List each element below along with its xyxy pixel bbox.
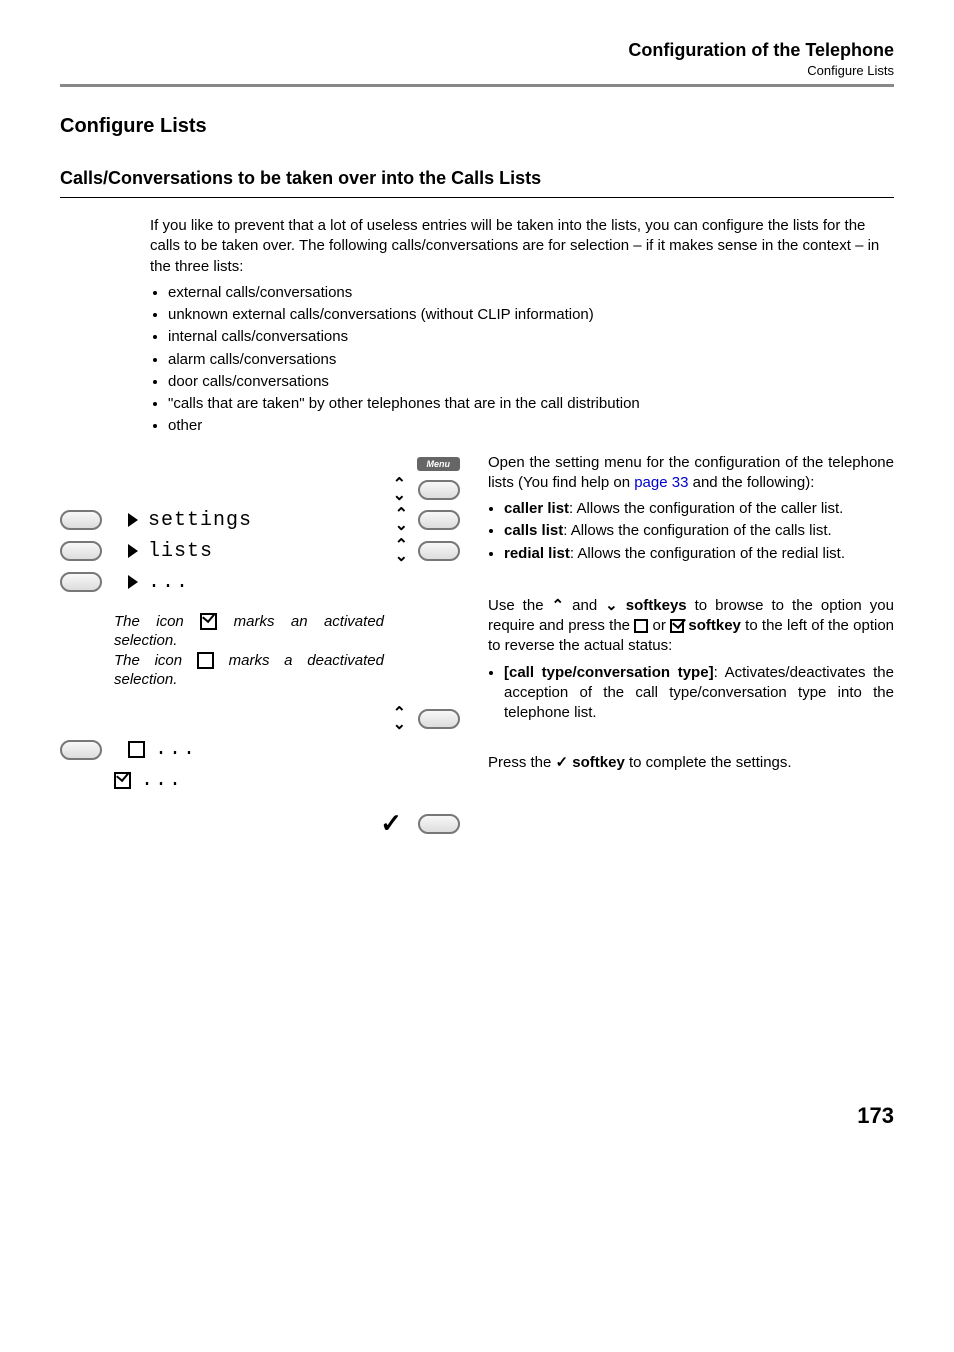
instruction-paragraph: Use the ⌃ and ⌄ softkeys to browse to th…	[488, 596, 894, 657]
empty-box-icon	[197, 652, 214, 669]
page-number: 173	[60, 1103, 894, 1129]
icon-note: The icon marks an activated selection. T…	[114, 612, 384, 690]
page-header-subtitle: Configure Lists	[60, 63, 894, 78]
intro-paragraph: If you like to prevent that a lot of use…	[150, 216, 894, 277]
list-item: unknown external calls/conversations (wi…	[168, 305, 894, 325]
option-placeholder: ...	[141, 769, 183, 792]
up-down-icon: ⌃⌄	[395, 540, 408, 562]
pointer-icon	[128, 513, 138, 527]
softkey-button[interactable]	[418, 709, 460, 729]
softkey-button[interactable]	[60, 510, 102, 530]
menu-item-settings: settings	[148, 509, 385, 532]
list-item: door calls/conversations	[168, 372, 894, 392]
instruction-paragraph: Open the setting menu for the configurat…	[488, 453, 894, 494]
option-placeholder: ...	[155, 738, 197, 761]
menu-badge: Menu	[417, 457, 461, 471]
softkey-button[interactable]	[60, 740, 102, 760]
list-item: other	[168, 416, 894, 436]
checked-box-icon	[114, 772, 131, 789]
up-down-icon: ⌃⌄	[395, 509, 408, 531]
pointer-icon	[128, 575, 138, 589]
up-down-icon: ⌃⌄	[393, 708, 406, 730]
page-link[interactable]: page 33	[634, 474, 688, 491]
softkey-button[interactable]	[60, 541, 102, 561]
page-header-title: Configuration of the Telephone	[60, 40, 894, 61]
list-item: alarm calls/conversations	[168, 350, 894, 370]
menu-item-lists: lists	[148, 540, 385, 563]
softkey-button[interactable]	[418, 541, 460, 561]
instruction-paragraph: Press the ✓ softkey to complete the sett…	[488, 753, 894, 773]
list-item: calls list: Allows the configuration of …	[504, 521, 894, 541]
softkey-button[interactable]	[418, 510, 460, 530]
list-item: internal calls/conversations	[168, 327, 894, 347]
list-config-bullets: caller list: Allows the configuration of…	[488, 499, 894, 564]
list-item: "calls that are taken" by other telephon…	[168, 394, 894, 414]
up-down-icon: ⌃⌄	[393, 479, 406, 501]
pointer-icon	[128, 544, 138, 558]
list-item: redial list: Allows the configuration of…	[504, 544, 894, 564]
action-bullets: [call type/conversation type]: Activates…	[488, 663, 894, 724]
list-item: caller list: Allows the configuration of…	[504, 499, 894, 519]
checked-box-icon	[670, 619, 684, 633]
softkey-button[interactable]	[418, 480, 460, 500]
section-title: Configure Lists	[60, 115, 894, 138]
list-item: external calls/conversations	[168, 283, 894, 303]
softkey-button[interactable]	[60, 572, 102, 592]
list-item: [call type/conversation type]: Activates…	[504, 663, 894, 724]
empty-box-icon	[128, 741, 145, 758]
intro-bullet-list: external calls/conversations unknown ext…	[150, 283, 894, 437]
divider	[60, 84, 894, 87]
empty-box-icon	[634, 619, 648, 633]
divider	[60, 197, 894, 198]
menu-item-more: ...	[148, 571, 190, 594]
softkey-button[interactable]	[418, 814, 460, 834]
phone-ui-diagram: Menu ⌃⌄ settings ⌃⌄ lists ⌃⌄	[60, 453, 460, 844]
checked-box-icon	[200, 613, 217, 630]
subsection-title: Calls/Conversations to be taken over int…	[60, 168, 894, 189]
checkmark-icon: ✓	[380, 808, 402, 839]
